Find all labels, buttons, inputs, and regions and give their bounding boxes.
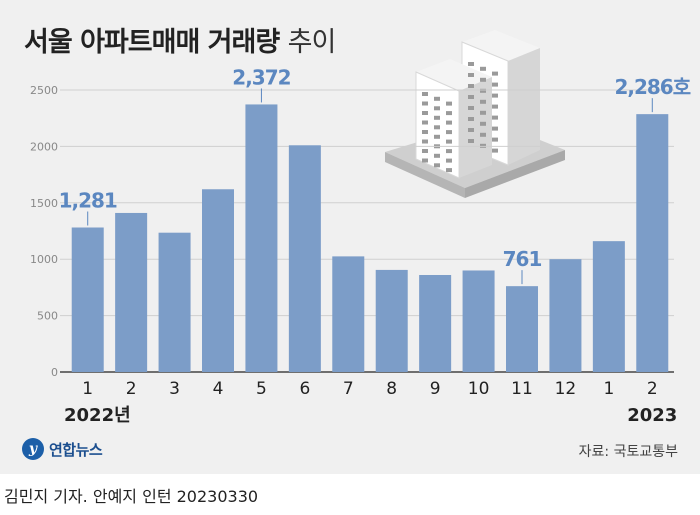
x-tick-label: 1 [82, 379, 93, 399]
logo-text: 연합뉴스 [49, 440, 103, 459]
bar [462, 270, 495, 372]
title-main: 서울 아파트매매 거래량 [24, 27, 280, 58]
x-tick-label: 9 [430, 379, 441, 399]
y-tick-label: 2500 [30, 84, 58, 97]
x-tick-label: 6 [299, 379, 310, 399]
bar [288, 145, 321, 372]
bar [419, 274, 452, 372]
x-tick-label: 11 [511, 379, 533, 399]
yonhap-logo: y 연합뉴스 [22, 438, 103, 460]
bar [592, 241, 625, 372]
y-tick-label: 500 [37, 310, 58, 323]
bar [506, 286, 538, 372]
year-label: 2023 [627, 405, 677, 426]
bar [202, 189, 234, 372]
data-label: 2,286호 [614, 75, 690, 99]
credit-line: 김민지 기자. 안예지 인턴 20230330 [4, 487, 259, 506]
bar [245, 104, 278, 372]
x-tick-label: 7 [343, 379, 354, 399]
data-label: 1,281 [59, 189, 117, 213]
bar [158, 232, 191, 372]
bar [375, 269, 408, 372]
x-tick-label: 2 [647, 379, 658, 399]
x-tick-label: 2 [126, 379, 137, 399]
chart-title: 서울 아파트매매 거래량 추이 [24, 20, 337, 59]
title-suffix: 추이 [287, 27, 337, 58]
data-label: 2,372 [232, 65, 290, 89]
x-tick-label: 5 [256, 379, 267, 399]
x-tick-label: 12 [555, 379, 577, 399]
apartment-building-illustration [385, 30, 565, 198]
y-tick-label: 0 [51, 366, 58, 379]
year-label: 2022년 [64, 405, 131, 426]
x-tick-label: 3 [169, 379, 180, 399]
x-tick-label: 1 [603, 379, 614, 399]
bar [71, 227, 104, 372]
x-tick-label: 8 [386, 379, 397, 399]
y-tick-label: 2000 [30, 140, 58, 153]
y-tick-label: 1000 [30, 253, 58, 266]
bar [115, 212, 148, 372]
source-note: 자료: 국토교통부 [578, 444, 678, 460]
y-tick-label: 1500 [30, 197, 58, 210]
data-label: 761 [503, 247, 542, 271]
bar [332, 256, 365, 372]
x-tick-label: 4 [213, 379, 224, 399]
bar [636, 114, 669, 373]
logo-mark-icon: y [22, 438, 44, 460]
bar [549, 259, 582, 372]
x-tick-label: 10 [468, 379, 490, 399]
